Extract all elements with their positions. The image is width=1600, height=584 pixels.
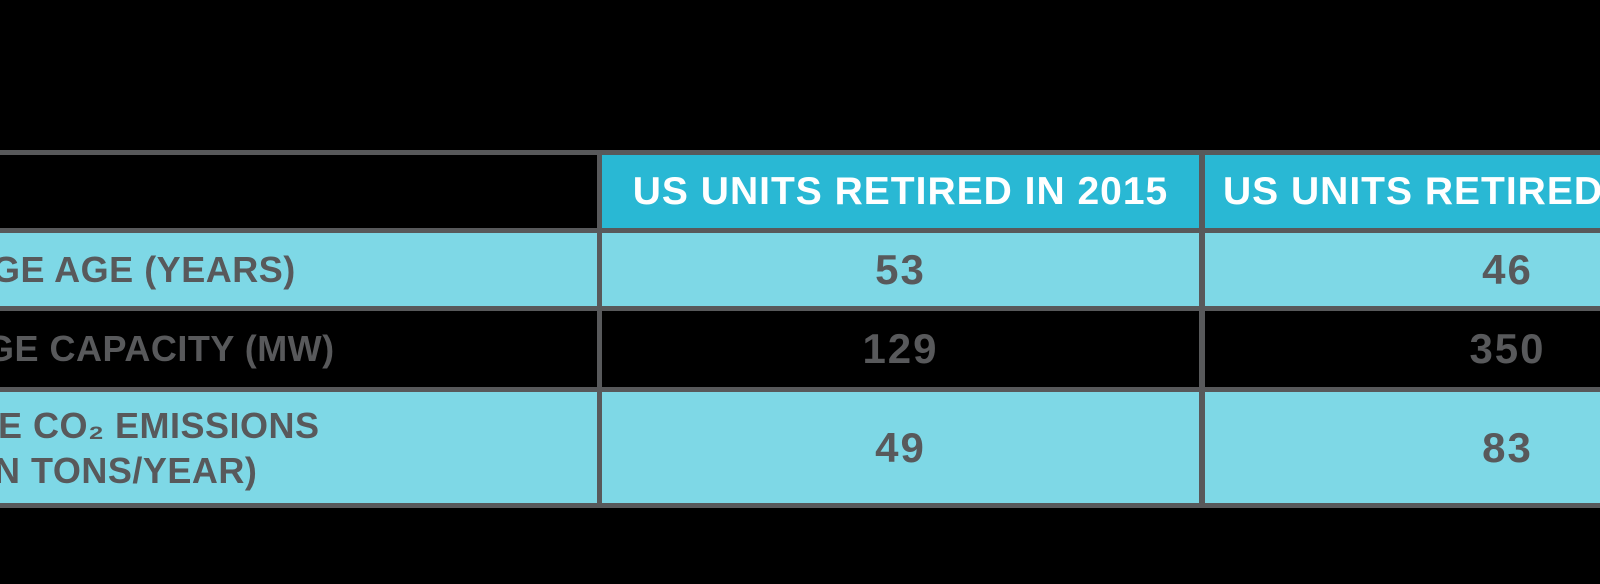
row-emissions-label-cell: E CO₂ EMISSIONS N TONS/YEAR) xyxy=(0,392,597,503)
column-header-right: US UNITS RETIRED xyxy=(1205,155,1600,228)
row-emissions-value-2015-cell: 49 xyxy=(602,392,1199,503)
row-age-label-cell: GE AGE (YEARS) xyxy=(0,233,597,306)
row-age-label: GE AGE (YEARS) xyxy=(0,248,296,290)
row-capacity-label: GE CAPACITY (MW) xyxy=(0,328,335,369)
row-capacity-value-2015: 129 xyxy=(862,325,939,372)
row-emissions-value-right: 83 xyxy=(1482,423,1533,471)
header-corner-cell xyxy=(0,155,597,228)
row-capacity-value-2015-cell: 129 xyxy=(602,311,1199,387)
column-header-2015: US UNITS RETIRED IN 2015 xyxy=(602,155,1199,228)
row-emissions-label-line1: E CO₂ EMISSIONS xyxy=(0,404,320,446)
row-emissions-value-2015: 49 xyxy=(875,423,926,471)
row-emissions-label-line2: N TONS/YEAR) xyxy=(0,449,258,491)
row-age-value-right-cell: 46 xyxy=(1205,233,1600,306)
row-capacity-value-right: 350 xyxy=(1469,325,1546,372)
column-header-right-label: US UNITS RETIRED xyxy=(1223,169,1600,213)
row-age-value-2015-cell: 53 xyxy=(602,233,1199,306)
row-age-value-2015: 53 xyxy=(875,245,926,293)
row-capacity-value-right-cell: 350 xyxy=(1205,311,1600,387)
row-emissions-value-right-cell: 83 xyxy=(1205,392,1600,503)
column-header-2015-label: US UNITS RETIRED IN 2015 xyxy=(632,169,1169,213)
row-capacity-label-cell: GE CAPACITY (MW) xyxy=(0,311,597,387)
row-age-value-right: 46 xyxy=(1482,245,1533,293)
